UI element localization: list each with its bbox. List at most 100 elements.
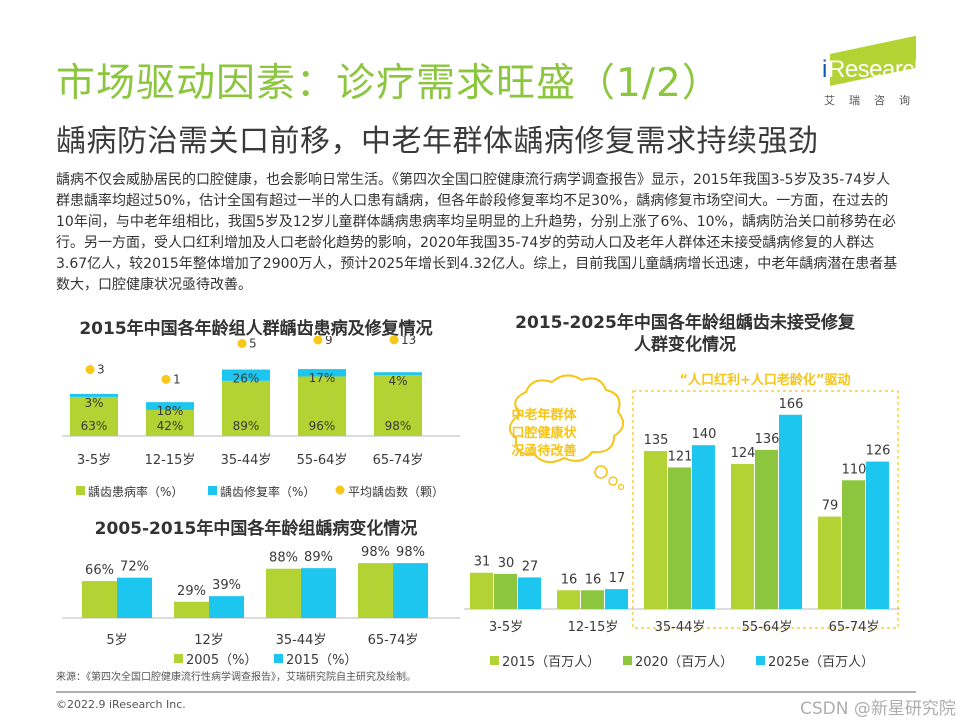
chart3-data-label: 126 xyxy=(866,444,891,459)
chart2-legend-swatch xyxy=(274,654,283,663)
chart1-label-avg: 13 xyxy=(401,336,416,347)
chart3-data-label: 140 xyxy=(692,427,717,442)
chart3-legend-label: 2015（百万人） xyxy=(502,655,600,670)
chart3-bar xyxy=(470,572,493,609)
chart1-legend-swatch xyxy=(76,486,85,495)
chart3-bar xyxy=(779,414,802,609)
chart1-bar-repair xyxy=(70,393,118,397)
page-title: 市场驱动因素：诊疗需求旺盛（1/2） xyxy=(56,61,722,106)
chart2-xtick: 35-44岁 xyxy=(276,633,327,648)
chart3-xtick: 65-74岁 xyxy=(829,620,880,635)
chart2-title: 2005-2015年中国各年龄组龋病变化情况 xyxy=(94,519,418,539)
chart2-data-label: 88% xyxy=(269,551,298,566)
chart3-bubble-dot xyxy=(608,476,618,486)
chart1-label-avg: 1 xyxy=(173,372,181,386)
chart1-dot-avg xyxy=(161,374,171,384)
chart2-bar xyxy=(301,568,336,618)
chart3-bar xyxy=(842,480,865,609)
chart1-label-repair: 18% xyxy=(157,404,184,418)
chart3-data-label: 124 xyxy=(731,446,756,461)
chart2-svg: 66% 72% 5岁 29% 39% 12岁 88% 89% 35-44岁 98% 98% 65-74… xyxy=(62,545,460,668)
chart3-xtick: 55-64岁 xyxy=(742,620,793,635)
chart2-xtick: 5岁 xyxy=(106,633,127,648)
chart3-bar xyxy=(581,590,604,609)
chart3-data-label: 27 xyxy=(522,559,539,574)
chart3-legend-label: 2020（百万人） xyxy=(635,655,733,670)
chart1-bar-repair xyxy=(298,369,346,377)
chart2-legend-label: 2005（%） xyxy=(186,653,257,668)
chart3-data-label: 110 xyxy=(842,462,867,477)
copyright: ©2022.9 iResearch Inc. xyxy=(56,698,186,711)
chart2-xtick: 65-74岁 xyxy=(368,633,419,648)
chart1-xtick: 3-5岁 xyxy=(77,453,111,468)
chart3-data-label: 30 xyxy=(498,556,515,571)
chart3-legend-swatch xyxy=(623,656,632,665)
chart1-legend-label: 龋齿修复率（%） xyxy=(220,484,315,499)
chart3-driver-annotation: “人口红利+人口老龄化”驱动 xyxy=(680,372,851,388)
chart1-bar-caries xyxy=(374,375,422,436)
chart1-legend-swatch xyxy=(208,486,217,495)
page-subtitle: 龋病防治需关口前移，中老年群体龋病修复需求持续强劲 xyxy=(56,124,819,159)
chart1-bar-repair xyxy=(222,369,270,381)
chart1-dot-avg xyxy=(237,339,247,349)
chart2-bar xyxy=(82,581,117,618)
chart1-title: 2015年中国各年龄组人群龋齿患病及修复情况 xyxy=(79,319,433,339)
chart3-bar xyxy=(818,516,841,609)
chart1-label-caries: 98% xyxy=(385,419,412,433)
iresearch-logo: i Research 艾瑞咨询 xyxy=(808,35,927,110)
chart1-dot-avg xyxy=(313,336,323,345)
chart2-bar xyxy=(209,596,244,618)
chart2-xtick: 12岁 xyxy=(194,633,224,648)
body-paragraph: 龋病不仅会威胁居民的口腔健康，也会影响日常生活。《第四次全国口腔健康流行病学调查… xyxy=(56,172,898,293)
chart3-bar xyxy=(692,445,715,609)
chart3-xtick: 35-44岁 xyxy=(655,620,706,635)
chart2-bar xyxy=(393,563,428,618)
chart3-title-line1: 2015-2025年中国各年龄组龋齿未接受修复 xyxy=(515,313,855,333)
chart3-data-label: 17 xyxy=(609,571,626,586)
chart2-bar xyxy=(358,563,393,618)
chart3-data-label: 166 xyxy=(779,397,804,412)
chart1-legend-label: 龋齿患病率（%） xyxy=(88,484,183,499)
chart1-label-repair: 26% xyxy=(233,372,260,386)
chart3-bar xyxy=(494,573,517,609)
logo-cn: 艾瑞咨询 xyxy=(824,94,924,107)
chart1-label-avg: 9 xyxy=(325,336,333,347)
chart3-legend-label: 2025e（百万人） xyxy=(768,655,874,670)
source-note: 来源：《第四次全国口腔健康流行性病学调查报告》，艾瑞研究院自主研究及绘制。 xyxy=(56,672,416,683)
chart1-label-caries: 96% xyxy=(309,419,336,433)
chart2-data-label: 29% xyxy=(177,584,206,599)
chart2-data-label: 66% xyxy=(85,563,114,578)
chart3-bar xyxy=(644,451,667,609)
chart1-dot-avg xyxy=(389,336,399,345)
chart3-data-label: 121 xyxy=(668,449,693,464)
chart2-bar xyxy=(266,568,301,618)
chart1-legend-label: 平均龋齿数（颗） xyxy=(348,484,444,499)
chart3-bar xyxy=(518,577,541,609)
logo-i: i xyxy=(822,56,828,83)
chart1-bar-caries xyxy=(222,380,270,436)
chart1-legend-swatch xyxy=(335,485,345,495)
chart3-highlight-box xyxy=(632,390,899,629)
chart1-bar-caries xyxy=(298,376,346,436)
chart3-data-label: 136 xyxy=(755,432,780,447)
chart1-label-avg: 5 xyxy=(249,337,257,351)
chart2-legend-swatch xyxy=(174,654,183,663)
chart2-data-label: 39% xyxy=(212,578,241,593)
chart3-thought-bubble xyxy=(509,374,625,464)
chart3-bar xyxy=(557,590,580,609)
chart1-xtick: 12-15岁 xyxy=(145,453,196,468)
chart3-data-label: 16 xyxy=(585,572,602,587)
chart2-legend-label: 2015（%） xyxy=(286,653,357,668)
chart3-bar xyxy=(866,461,889,609)
chart3-xtick: 12-15岁 xyxy=(568,620,619,635)
chart1-label-caries: 89% xyxy=(233,419,260,433)
chart1-svg: 63% 3% 3 3-5岁 42%18% 1 12-15岁 89% 26% 5 35-44岁 96% 1… xyxy=(62,336,460,499)
chart2-data-label: 98% xyxy=(361,545,390,560)
chart3-bar xyxy=(731,463,754,609)
chart3-bar xyxy=(605,589,628,609)
chart1-dot-avg xyxy=(85,365,95,375)
chart1-label-repair: 3% xyxy=(84,396,103,410)
chart2-data-label: 72% xyxy=(120,560,149,575)
chart3-bubble-text: 口腔健康状 xyxy=(511,425,577,441)
